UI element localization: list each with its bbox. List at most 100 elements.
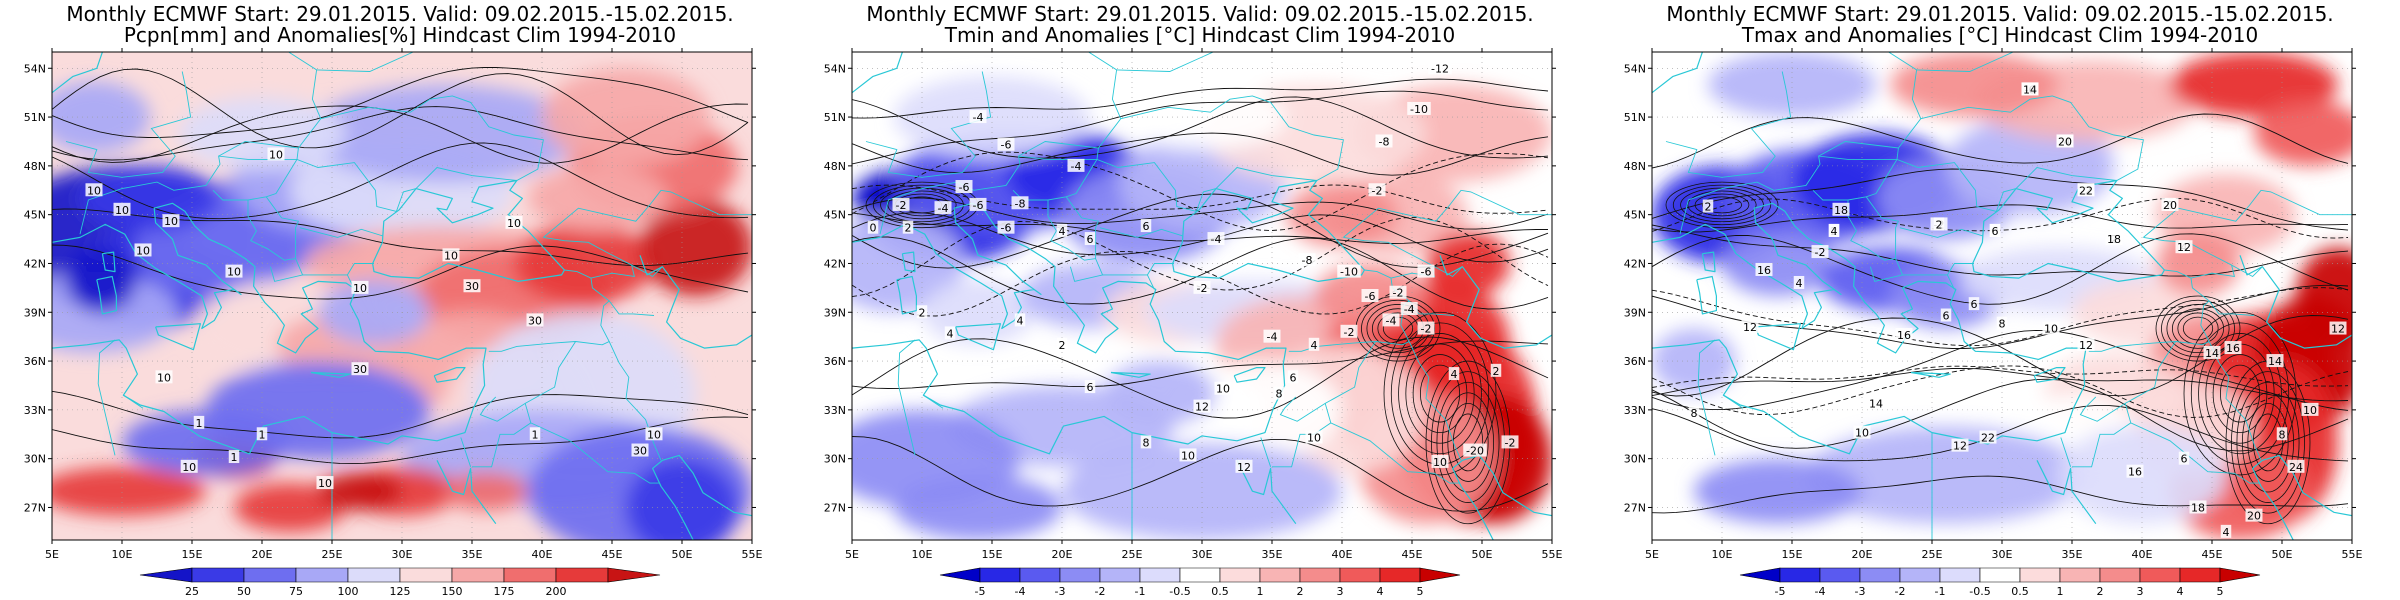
contour-label: 2 xyxy=(1936,218,1943,231)
contour-label: 4 xyxy=(1059,225,1066,238)
contour-label: 10 xyxy=(1216,383,1230,396)
colorbar-label: -4 xyxy=(1015,585,1026,598)
contour-label: 14 xyxy=(1869,397,1883,410)
contour-label: 12 xyxy=(1195,401,1209,414)
lon-label: 45E xyxy=(602,548,623,561)
contour-label: -4 xyxy=(1267,331,1278,344)
contour-label-bg xyxy=(955,180,973,194)
contour-label: 6 xyxy=(1087,381,1094,394)
contour-label: 1 xyxy=(532,428,539,441)
contour-label: 6 xyxy=(1290,371,1297,384)
contour-label-bg xyxy=(1996,316,2008,330)
contour-label: 10 xyxy=(182,461,196,474)
colorbar-swatch xyxy=(607,567,661,583)
colorbar-label: 0.5 xyxy=(1211,585,1229,598)
lon-label: 30E xyxy=(1992,548,2013,561)
contour-label-bg xyxy=(1340,324,1358,338)
contour-label: 1 xyxy=(259,428,266,441)
colorbar-swatch xyxy=(1939,567,1981,583)
contour-label: 10 xyxy=(1181,449,1195,462)
contour-lines xyxy=(1652,113,2349,525)
contour-label-bg xyxy=(1417,321,1435,335)
colorbar-swatch xyxy=(1099,567,1141,583)
colorbar-swatch xyxy=(503,567,557,583)
lon-label: 10E xyxy=(112,548,133,561)
colorbar-label: 100 xyxy=(338,585,359,598)
contour-label-bg xyxy=(1140,219,1152,233)
panel-tmin: Monthly ECMWF Start: 29.01.2015. Valid: … xyxy=(800,0,1600,600)
contour-label-bg xyxy=(944,326,956,340)
contour-label-bg xyxy=(1179,448,1197,462)
contour-label: -2 xyxy=(1344,326,1355,339)
contour-label: 8 xyxy=(1143,436,1150,449)
contour-label: 16 xyxy=(1757,264,1771,277)
contour-label: 10 xyxy=(507,217,521,230)
contour-label: 20 xyxy=(2058,135,2072,148)
colorbar-label: 4 xyxy=(1377,585,1384,598)
contour-label-bg xyxy=(1193,280,1211,294)
lat-label: 27N xyxy=(24,501,46,514)
contour-label: 30 xyxy=(465,280,479,293)
lat-label: 33N xyxy=(24,404,46,417)
colorbar-swatch xyxy=(451,567,505,583)
contour-label: 8 xyxy=(2279,428,2286,441)
panel-title-line2: Tmax and Anomalies [°C] Hindcast Clim 19… xyxy=(1741,23,2259,47)
contour-label-bg xyxy=(1011,196,1029,210)
contour-label-bg xyxy=(1400,302,1418,316)
contour-label: 10 xyxy=(157,371,171,384)
panel-title-line1: Monthly ECMWF Start: 29.01.2015. Valid: … xyxy=(866,2,1534,26)
lat-label: 36N xyxy=(24,355,46,368)
lon-label: 40E xyxy=(532,548,553,561)
colorbar-label: 125 xyxy=(390,585,411,598)
contour-label-bg xyxy=(1501,435,1519,449)
contour-label-bg xyxy=(155,370,173,384)
contour-label-bg xyxy=(463,279,481,293)
contour-label: -8 xyxy=(1302,254,1313,267)
lon-label: 20E xyxy=(1052,548,1073,561)
colorbar-label: 5 xyxy=(1417,585,1424,598)
contour-label: 4 xyxy=(947,327,954,340)
lat-label: 51N xyxy=(24,111,46,124)
contour-label-bg xyxy=(631,443,649,457)
colorbar-label: -5 xyxy=(975,585,986,598)
colorbar-swatch xyxy=(1259,567,1301,583)
contour-label-bg xyxy=(1793,275,1805,289)
contour-label: 10 xyxy=(444,249,458,262)
lon-label: 55E xyxy=(2342,548,2363,561)
lat-label: 48N xyxy=(24,160,46,173)
contour-labels: -12-10-8-6-4-4-2-6-6-8-6-4-20 2 466-4-8-10… xyxy=(867,61,1519,474)
contour-label-bg xyxy=(2077,337,2095,351)
colorbar-swatch xyxy=(347,567,401,583)
contour-label-bg xyxy=(442,248,460,262)
contour-label-bg xyxy=(351,280,369,294)
contour-label-bg xyxy=(1867,396,1885,410)
lat-label: 36N xyxy=(1624,355,1646,368)
contour-label-bg xyxy=(2245,508,2263,522)
lon-label: 35E xyxy=(1262,548,1283,561)
contour-label: 20 xyxy=(2247,510,2261,523)
lon-label: 5E xyxy=(845,548,859,561)
contour-label: 12 xyxy=(1237,461,1251,474)
lon-label: 10E xyxy=(1712,548,1733,561)
contour-label: -6 xyxy=(1001,139,1012,152)
contour-label: 6 xyxy=(1087,233,1094,246)
colorbar-label: 2 xyxy=(2097,585,2104,598)
lon-label: 5E xyxy=(45,548,59,561)
colorbar-label: 200 xyxy=(546,585,567,598)
contour-label-bg xyxy=(1407,101,1431,115)
colorbar-label: 175 xyxy=(494,585,515,598)
colorbar-label: 150 xyxy=(442,585,463,598)
borders xyxy=(865,52,1552,540)
contour-label-bg xyxy=(1361,289,1379,302)
contour-label-bg xyxy=(2276,427,2288,441)
colorbar: -5 -4 -3 -2 -1 -0.5 0.5 1 2 3 4 5 xyxy=(939,567,1461,598)
contour-label: -4 xyxy=(973,111,984,124)
lon-label: 20E xyxy=(1852,548,1873,561)
lat-label: 42N xyxy=(1624,257,1646,270)
contour-label-bg xyxy=(1273,386,1285,400)
contour-label-bg xyxy=(1084,232,1096,246)
borders xyxy=(65,52,752,540)
contour-label-bg xyxy=(2056,134,2074,148)
lat-label: 36N xyxy=(824,355,846,368)
